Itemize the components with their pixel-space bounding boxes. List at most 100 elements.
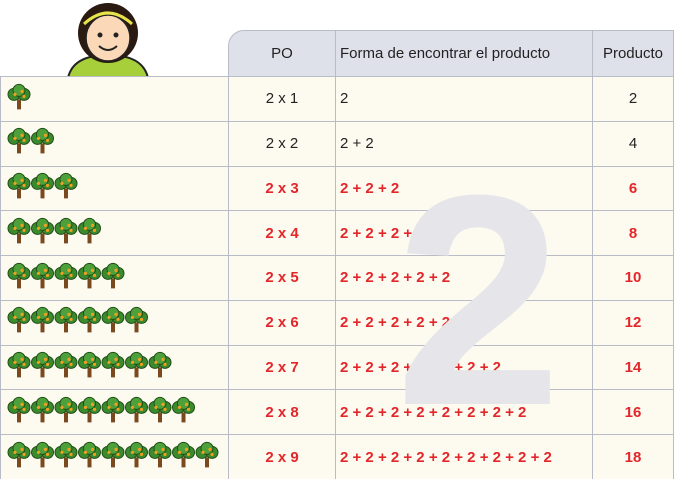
po-cell: 2 x 9: [228, 434, 336, 479]
forma-cell: 2 + 2 + 2 + 2 + 2 + 2 + 2 + 2 + 2: [335, 434, 593, 479]
tree-icon: [78, 217, 101, 244]
po-cell: 2 x 7: [228, 344, 336, 391]
header-forma: Forma de encontrar el producto: [335, 30, 593, 77]
producto-text: 14: [624, 359, 642, 377]
tree-icon: [31, 352, 54, 378]
tree-group: [7, 128, 54, 154]
po-cell: 2 x 8: [228, 389, 336, 436]
po-cell: 2 x 6: [228, 299, 336, 346]
tree-icon: [54, 396, 78, 423]
tree-cell: [0, 344, 229, 391]
tree-group: [7, 396, 195, 423]
producto-cell: 14: [592, 344, 674, 391]
tree-group: [7, 352, 172, 378]
tree-icon: [31, 441, 54, 468]
po-text: 2 x 2: [265, 135, 299, 153]
po-cell: 2 x 5: [228, 255, 336, 301]
forma-cell: 2 + 2 + 2 + 2 + 2: [335, 255, 593, 301]
forma-text: 2 + 2: [340, 135, 374, 153]
tree-icon: [172, 441, 195, 468]
tree-icon: [78, 396, 101, 423]
girl-illustration: [66, 3, 150, 78]
tree-cell: [0, 299, 229, 346]
tree-icon: [148, 441, 172, 468]
producto-text: 18: [624, 448, 642, 466]
tree-icon: [54, 307, 78, 333]
producto-text: 2: [628, 90, 638, 108]
tree-icon: [31, 262, 54, 288]
tree-icon: [148, 396, 172, 423]
tree-cell: [0, 210, 229, 257]
tree-icon: [54, 441, 78, 468]
tree-icon: [78, 352, 101, 378]
forma-cell: 2 + 2 + 2 + 2: [335, 210, 593, 257]
tree-icon: [7, 83, 31, 109]
producto-cell: 4: [592, 120, 674, 167]
header-text: PO: [271, 45, 293, 62]
tree-icon: [78, 307, 101, 333]
tree-icon: [195, 441, 219, 468]
po-text: 2 x 6: [265, 314, 299, 332]
forma-text: 2 + 2 + 2: [340, 179, 400, 197]
producto-text: 12: [624, 314, 642, 332]
tree-icon: [148, 352, 172, 378]
tree-icon: [125, 441, 148, 468]
tree-icon: [101, 441, 125, 468]
tree-icon: [31, 307, 54, 333]
forma-cell: 2 + 2: [335, 120, 593, 167]
po-cell: 2 x 1: [228, 76, 336, 122]
po-text: 2 x 1: [265, 90, 299, 108]
tree-icon: [125, 352, 148, 378]
forma-cell: 2 + 2 + 2 + 2 + 2 + 2: [335, 299, 593, 346]
tree-icon: [101, 262, 125, 288]
tree-cell: [0, 76, 229, 122]
po-text: 2 x 9: [265, 448, 299, 466]
tree-icon: [54, 262, 78, 288]
producto-cell: 10: [592, 255, 674, 301]
tree-group: [7, 307, 148, 333]
po-cell: 2 x 3: [228, 165, 336, 212]
forma-text: 2 + 2 + 2 + 2 + 2: [340, 269, 451, 287]
producto-text: 6: [628, 179, 638, 197]
producto-cell: 6: [592, 165, 674, 212]
tree-icon: [31, 172, 54, 199]
tree-icon: [125, 307, 148, 333]
producto-text: 8: [628, 224, 638, 242]
tree-icon: [125, 396, 148, 423]
tree-icon: [101, 307, 125, 333]
header-producto: Producto: [592, 30, 674, 77]
tree-icon: [101, 396, 125, 423]
producto-text: 4: [628, 135, 638, 153]
forma-cell: 2 + 2 + 2 + 2 + 2 + 2 + 2 + 2: [335, 389, 593, 436]
tree-cell: [0, 120, 229, 167]
tree-icon: [101, 352, 125, 378]
tree-icon: [7, 441, 31, 468]
tree-icon: [31, 217, 54, 244]
tree-cell: [0, 165, 229, 212]
tree-icon: [7, 307, 31, 333]
tree-icon: [54, 352, 78, 378]
tree-icon: [31, 396, 54, 423]
forma-cell: 2 + 2 + 2 + 2 + 2 + 2 + 2: [335, 344, 593, 391]
forma-text: 2: [340, 90, 349, 108]
tree-icon: [7, 262, 31, 288]
producto-cell: 8: [592, 210, 674, 257]
tree-group: [7, 262, 125, 288]
tree-icon: [54, 172, 78, 199]
tree-group: [7, 441, 219, 468]
po-cell: 2 x 2: [228, 120, 336, 167]
forma-cell: 2: [335, 76, 593, 122]
producto-cell: 18: [592, 434, 674, 479]
tree-cell: [0, 255, 229, 301]
forma-text: 2 + 2 + 2 + 2 + 2 + 2 + 2 + 2 + 2: [340, 448, 552, 466]
tree-icon: [7, 172, 31, 199]
producto-cell: 16: [592, 389, 674, 436]
po-text: 2 x 5: [265, 269, 299, 287]
tree-icon: [54, 217, 78, 244]
forma-text: 2 + 2 + 2 + 2 + 2 + 2 + 2 + 2: [340, 403, 527, 421]
tree-cell: [0, 434, 229, 479]
header-po: PO: [228, 30, 336, 77]
tree-icon: [7, 128, 31, 154]
forma-text: 2 + 2 + 2 + 2: [340, 224, 425, 242]
